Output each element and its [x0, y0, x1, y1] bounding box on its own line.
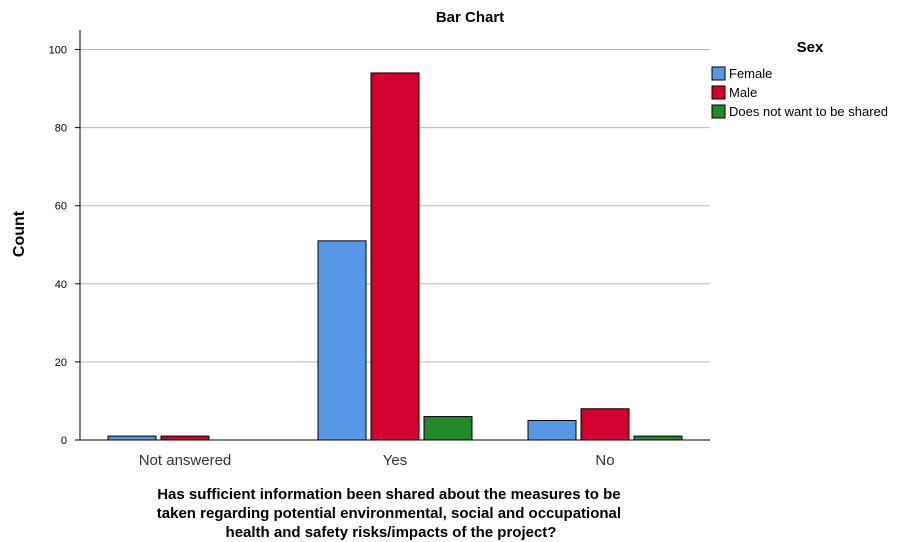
x-axis-title-line-2: taken regarding potential environmental,… — [157, 505, 621, 522]
bar-female — [107, 435, 157, 441]
bar-male — [160, 435, 210, 441]
y-tick-label: 60 — [55, 201, 67, 213]
y-tick-label: 40 — [55, 279, 67, 291]
legend-swatch — [711, 85, 726, 100]
y-tick-label: 20 — [55, 357, 67, 369]
legend-swatch — [711, 66, 726, 81]
bar-female — [527, 419, 577, 441]
x-tick-label: Yes — [383, 452, 407, 469]
bar-female — [317, 240, 367, 441]
x-axis-title: Has sufficient information been shared a… — [157, 486, 625, 541]
x-axis: Not answered Yes No — [80, 439, 710, 469]
y-tick-label: 100 — [49, 45, 67, 57]
legend-title: Sex — [797, 39, 824, 56]
bar-male — [580, 408, 630, 441]
y-axis: 0 20 40 60 80 100 — [49, 30, 81, 447]
x-tick-label: No — [595, 452, 614, 469]
y-tick-label: 80 — [55, 123, 67, 135]
x-axis-title-line-3: health and safety risks/impacts of the p… — [226, 524, 557, 541]
x-tick-label: Not answered — [139, 452, 232, 469]
legend-swatch — [711, 104, 726, 119]
y-tick-label: 0 — [61, 435, 67, 447]
bar-does-not-want-to-be-shared — [633, 435, 683, 441]
y-axis-title: Count — [11, 210, 28, 257]
legend-label: Male — [729, 85, 757, 100]
legend-label: Female — [729, 66, 772, 81]
chart-title: Bar Chart — [436, 9, 504, 26]
bar-does-not-want-to-be-shared — [423, 416, 473, 441]
legend: Female Male Does not want to be shared — [711, 66, 888, 119]
bar-male — [370, 72, 420, 441]
x-axis-title-line-1: Has sufficient information been shared a… — [157, 486, 620, 503]
legend-label: Does not want to be shared — [729, 104, 888, 119]
